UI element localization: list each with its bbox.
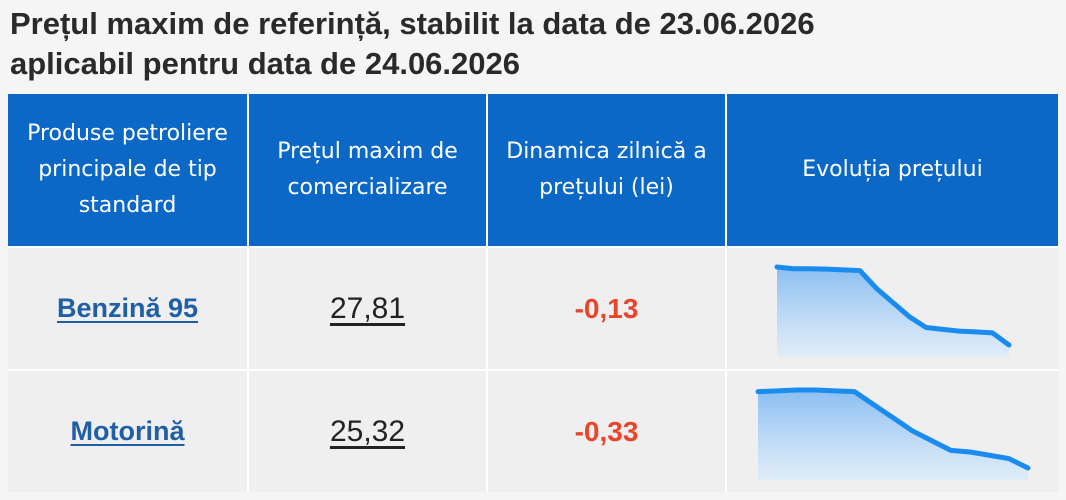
sparkline-area	[776, 266, 1009, 357]
sparkline-area	[757, 389, 1028, 480]
table-row-motorina: Motorină 25,32 -0,33	[8, 369, 1058, 492]
column-header-price-evolution: Evoluția prețului	[725, 94, 1058, 247]
product-link-benzina-95[interactable]: Benzină 95	[56, 293, 199, 323]
column-header-daily-change: Dinamica zilnică a prețului (lei)	[486, 94, 726, 247]
title-line-2: aplicabil pentru data de 24.06.2026	[10, 46, 521, 81]
column-header-product: Produse petroliere principale de tip sta…	[8, 94, 248, 247]
trend-cell	[725, 246, 1058, 370]
table-row-benzina-95: Benzină 95 27,81 -0,13	[8, 246, 1058, 370]
product-cell: Benzină 95	[8, 246, 248, 370]
delta-cell: -0,33	[486, 369, 726, 492]
price-trend-sparkline-motorina[interactable]	[752, 384, 1034, 480]
price-trend-sparkline-benzina-95[interactable]	[771, 261, 1015, 357]
price-cell: 27,81	[247, 246, 487, 370]
sparkline-line	[755, 387, 1030, 470]
column-header-price: Prețul maxim de comercializare	[247, 94, 487, 247]
product-cell: Motorină	[8, 369, 248, 492]
title-line-1: Prețul maxim de referință, stabilit la d…	[10, 6, 815, 41]
sparkline-line	[774, 264, 1011, 347]
max-price-motorina[interactable]: 25,32	[329, 414, 406, 448]
max-price-benzina-95[interactable]: 27,81	[329, 291, 406, 325]
daily-change-benzina-95: -0,13	[574, 292, 639, 324]
table-header-row: Produse petroliere principale de tip sta…	[8, 94, 1058, 247]
page-title: Prețul maxim de referință, stabilit la d…	[10, 4, 1050, 84]
price-table: Produse petroliere principale de tip sta…	[8, 94, 1058, 492]
daily-change-motorina: -0,33	[574, 415, 639, 447]
product-link-motorina[interactable]: Motorină	[70, 416, 185, 446]
trend-cell	[725, 369, 1058, 492]
price-cell: 25,32	[247, 369, 487, 492]
delta-cell: -0,13	[486, 246, 726, 370]
